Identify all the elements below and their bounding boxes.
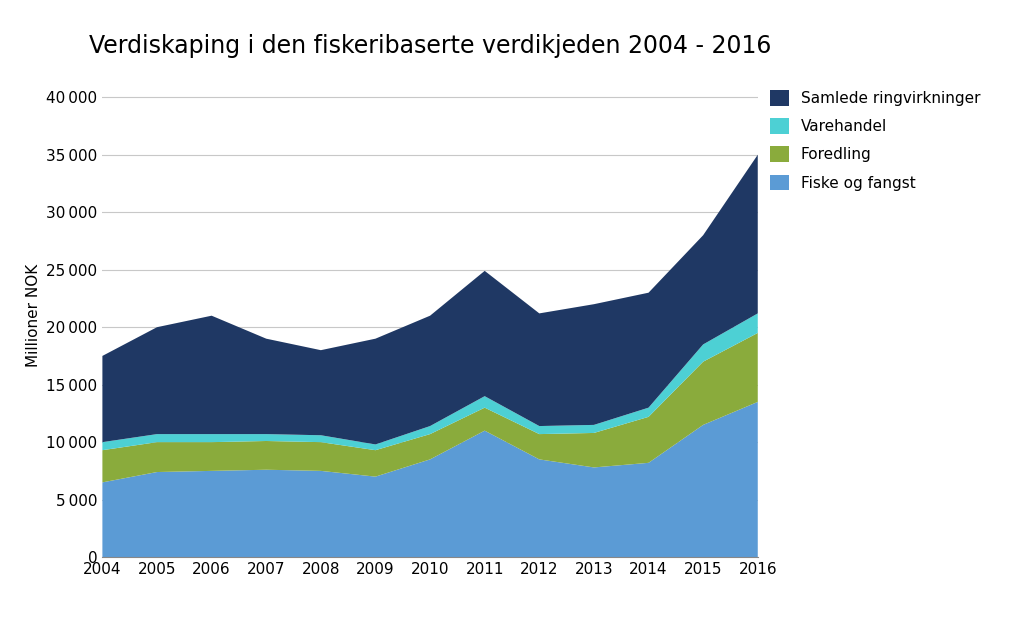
Y-axis label: Millioner NOK: Millioner NOK — [26, 264, 41, 367]
Title: Verdiskaping i den fiskeribaserte verdikjeden 2004 - 2016: Verdiskaping i den fiskeribaserte verdik… — [89, 35, 771, 58]
Legend: Samlede ringvirkninger, Varehandel, Foredling, Fiske og fangst: Samlede ringvirkninger, Varehandel, Fore… — [764, 84, 986, 197]
